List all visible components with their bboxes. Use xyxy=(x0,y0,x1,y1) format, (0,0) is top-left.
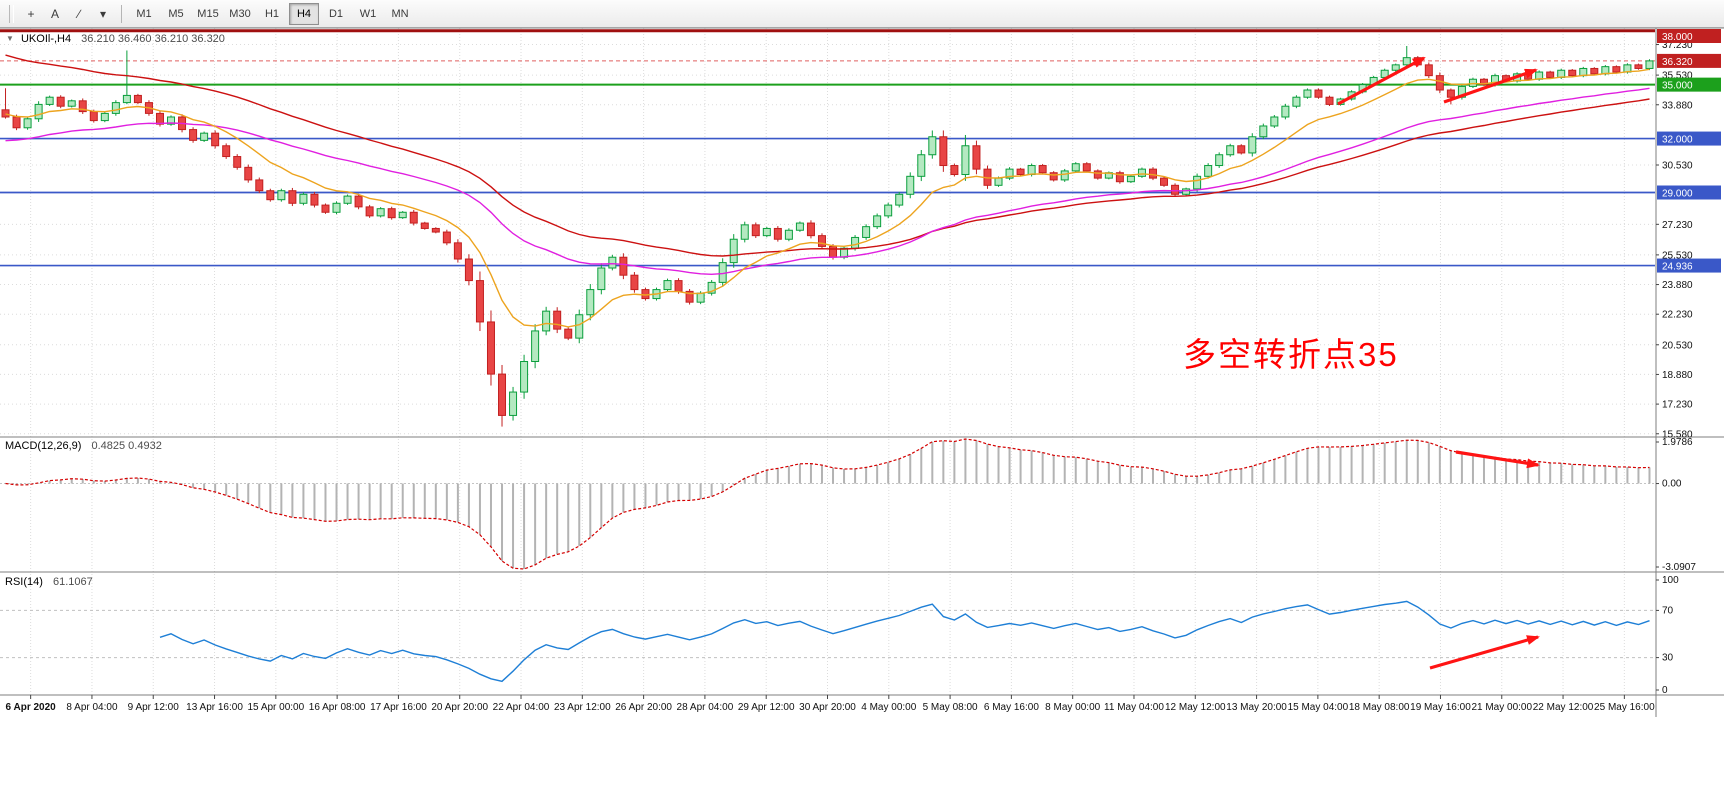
price-gridlines xyxy=(0,44,1655,435)
svg-text:9 Apr 12:00: 9 Apr 12:00 xyxy=(128,702,180,713)
svg-text:30 Apr 20:00: 30 Apr 20:00 xyxy=(799,702,856,713)
symbol-period-label: UKOIl-,H4 xyxy=(20,33,72,45)
svg-text:15.580: 15.580 xyxy=(1662,429,1693,440)
level-lines[interactable] xyxy=(0,29,1655,267)
timeframe-button-d1[interactable]: D1 xyxy=(328,7,344,20)
svg-text:20 Apr 20:00: 20 Apr 20:00 xyxy=(431,702,488,713)
panel-borders xyxy=(0,27,1724,717)
svg-text:32.000: 32.000 xyxy=(1662,135,1693,146)
price-axis[interactable]: 37.230 35.530 33.880 30.530 27.230 25.530 23.8… xyxy=(1656,29,1721,440)
svg-text:29.000: 29.000 xyxy=(1662,188,1693,199)
svg-text:6 May 16:00: 6 May 16:00 xyxy=(984,702,1039,713)
ma-mid-magenta xyxy=(5,87,1650,276)
svg-text:18 May 08:00: 18 May 08:00 xyxy=(1349,702,1410,713)
chart-expander-icon[interactable]: ▼ xyxy=(6,34,14,43)
rsi-value: 61.1067 xyxy=(52,576,93,588)
svg-text:37.230: 37.230 xyxy=(1662,40,1693,51)
svg-text:0: 0 xyxy=(1662,685,1668,696)
svg-text:19 May 16:00: 19 May 16:00 xyxy=(1410,702,1471,713)
svg-text:8 Apr 04:00: 8 Apr 04:00 xyxy=(66,702,118,713)
svg-text:17.230: 17.230 xyxy=(1662,400,1693,411)
macd-panel xyxy=(0,438,1655,570)
ma-fast-orange xyxy=(5,68,1650,328)
rsi-panel xyxy=(0,600,1655,683)
candlestick-series xyxy=(1,45,1654,427)
rsi-axis[interactable]: 100 70 30 0 xyxy=(1656,575,1679,696)
timeframe-button-m5[interactable]: M5 xyxy=(168,7,184,20)
timeframe-button-m1[interactable]: M1 xyxy=(136,7,152,20)
svg-text:11 May 04:00: 11 May 04:00 xyxy=(1104,702,1164,713)
time-axis[interactable]: 6 Apr 2020 8 Apr 04:00 9 Apr 12:00 13 Apr 1… xyxy=(6,695,1656,713)
svg-text:38.000: 38.000 xyxy=(1662,32,1693,43)
timeframe-button-w1[interactable]: W1 xyxy=(359,7,377,20)
timeframe-button-h1[interactable]: H1 xyxy=(264,7,280,20)
svg-text:36.320: 36.320 xyxy=(1662,57,1693,68)
svg-text:27.230: 27.230 xyxy=(1662,220,1693,231)
svg-text:-3.0907: -3.0907 xyxy=(1662,562,1696,573)
top-toolbar: + A ∕ ▾ M1 M5 M15 M30 H1 H4 D1 W1 MN xyxy=(0,0,1724,28)
svg-text:25 May 16:00: 25 May 16:00 xyxy=(1594,702,1655,713)
svg-text:4 May 00:00: 4 May 00:00 xyxy=(861,702,916,713)
svg-text:5 May 08:00: 5 May 08:00 xyxy=(923,702,978,713)
timeframe-button-h4[interactable]: H4 xyxy=(289,2,319,25)
svg-text:13 Apr 16:00: 13 Apr 16:00 xyxy=(186,702,243,713)
rsi-indicator-label: RSI(14) 61.1067 xyxy=(5,576,93,588)
svg-text:35.000: 35.000 xyxy=(1662,81,1693,92)
svg-text:23 Apr 12:00: 23 Apr 12:00 xyxy=(554,702,611,713)
svg-text:100: 100 xyxy=(1662,575,1679,586)
macd-indicator-label: MACD(12,26,9) 0.4825 0.4932 xyxy=(5,440,162,452)
svg-text:18.880: 18.880 xyxy=(1662,370,1693,381)
svg-text:13 May 20:00: 13 May 20:00 xyxy=(1226,702,1287,713)
svg-text:22 May 12:00: 22 May 12:00 xyxy=(1533,702,1594,713)
svg-text:29 Apr 12:00: 29 Apr 12:00 xyxy=(738,702,795,713)
crosshair-tool-icon[interactable]: + xyxy=(27,6,35,21)
svg-text:0.00: 0.00 xyxy=(1662,479,1682,490)
ma-slow-red xyxy=(5,54,1650,257)
svg-text:25.530: 25.530 xyxy=(1662,250,1693,261)
svg-text:17 Apr 16:00: 17 Apr 16:00 xyxy=(370,702,427,713)
svg-text:35.530: 35.530 xyxy=(1662,71,1693,82)
timeframe-button-m30[interactable]: M30 xyxy=(229,7,251,20)
svg-text:22 Apr 04:00: 22 Apr 04:00 xyxy=(493,702,550,713)
macd-values: 0.4825 0.4932 xyxy=(91,440,162,452)
svg-text:21 May 00:00: 21 May 00:00 xyxy=(1471,702,1532,713)
drawing-tools-group: + A ∕ ▾ xyxy=(19,3,115,25)
timeframe-button-mn[interactable]: MN xyxy=(391,7,409,20)
svg-text:33.880: 33.880 xyxy=(1662,100,1693,111)
svg-text:12 May 12:00: 12 May 12:00 xyxy=(1165,702,1226,713)
svg-text:70: 70 xyxy=(1662,605,1674,616)
svg-text:22.230: 22.230 xyxy=(1662,310,1693,321)
svg-text:28 Apr 04:00: 28 Apr 04:00 xyxy=(677,702,734,713)
text-tool-icon[interactable]: A xyxy=(50,6,59,21)
svg-text:15 May 04:00: 15 May 04:00 xyxy=(1288,702,1349,713)
svg-text:30.530: 30.530 xyxy=(1662,160,1693,171)
annotation-text[interactable]: 多空转折点35 xyxy=(1183,336,1399,373)
svg-text:26 Apr 20:00: 26 Apr 20:00 xyxy=(615,702,672,713)
trendline-tool-icon[interactable]: ∕ xyxy=(77,6,80,21)
svg-text:15 Apr 00:00: 15 Apr 00:00 xyxy=(247,702,304,713)
svg-text:23.880: 23.880 xyxy=(1662,280,1693,291)
svg-text:1.9786: 1.9786 xyxy=(1662,437,1693,448)
svg-text:8 May 00:00: 8 May 00:00 xyxy=(1045,702,1100,713)
timeframe-button-m15[interactable]: M15 xyxy=(197,7,219,20)
trend-arrows[interactable] xyxy=(1337,56,1540,670)
macd-name: MACD(12,26,9) xyxy=(5,440,82,452)
macd-axis[interactable]: 1.9786 0.00 -3.0907 xyxy=(1656,437,1696,573)
toolbar-grip[interactable] xyxy=(9,4,14,23)
timeframe-group: M1 M5 M15 M30 H1 H4 D1 W1 MN xyxy=(128,2,416,25)
toolbar-separator xyxy=(121,4,122,23)
tools-dropdown-caret-icon[interactable]: ▾ xyxy=(99,6,107,21)
svg-text:24.936: 24.936 xyxy=(1662,262,1693,273)
svg-text:6 Apr 2020: 6 Apr 2020 xyxy=(6,702,57,713)
svg-text:20.530: 20.530 xyxy=(1662,340,1693,351)
svg-text:30: 30 xyxy=(1662,653,1674,664)
rsi-name: RSI(14) xyxy=(5,576,43,588)
chart-header: ▼ UKOIl-,H4 36.210 36.460 36.210 36.320 xyxy=(6,33,225,45)
ohlc-values: 36.210 36.460 36.210 36.320 xyxy=(81,33,225,45)
svg-text:16 Apr 08:00: 16 Apr 08:00 xyxy=(309,702,366,713)
